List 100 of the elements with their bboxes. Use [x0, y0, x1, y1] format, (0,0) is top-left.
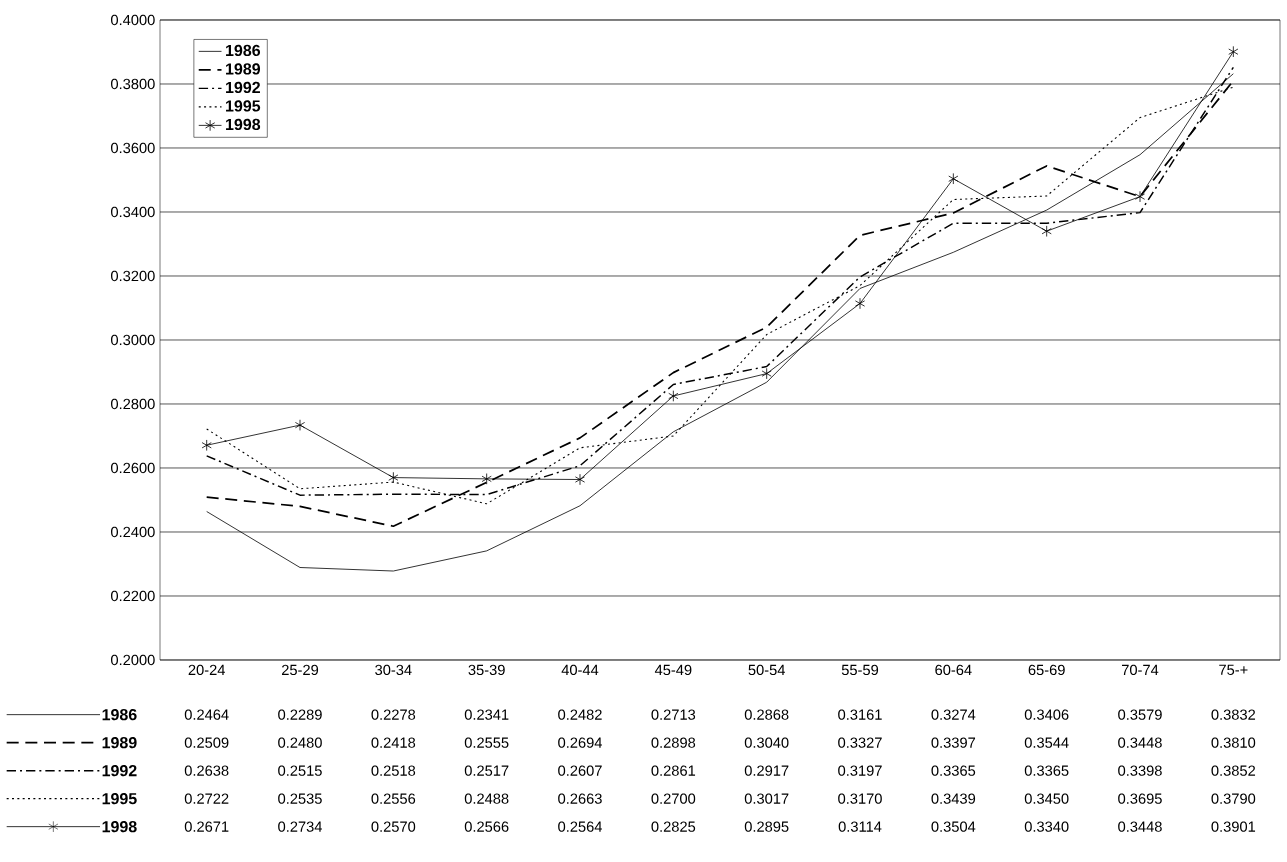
data-label: 0.2713 [651, 709, 696, 720]
data-label: 0.2515 [278, 765, 322, 776]
y-tick-label: 0.3000 [111, 334, 155, 346]
legend-label: 1995 [226, 100, 261, 112]
data-label: 0.3040 [744, 737, 789, 748]
y-tick-label: 0.3800 [111, 78, 155, 90]
data-label: 0.3448 [1118, 737, 1162, 748]
data-label: 0.2663 [558, 793, 602, 804]
data-label: 0.3504 [931, 821, 976, 832]
data-label: 0.2464 [184, 709, 229, 720]
x-tick-label: 45-49 [654, 664, 692, 676]
y-tick-label: 0.2200 [111, 590, 155, 602]
data-label: 0.2868 [744, 709, 789, 720]
y-tick-label: 0.4000 [111, 14, 155, 26]
legend-label: 1986 [226, 44, 261, 57]
data-label: 0.2638 [184, 765, 229, 776]
data-label: 0.2570 [371, 821, 416, 832]
point [854, 297, 866, 310]
data-label: 0.2509 [184, 737, 229, 748]
x-tick-label: 20-24 [188, 664, 225, 676]
legend-label: 1992 [226, 81, 260, 94]
data-label: 0.2518 [371, 765, 416, 776]
x-tick-label: 60-64 [935, 664, 972, 676]
text: 1992 [102, 764, 137, 777]
y-tick-label: 0.3400 [111, 206, 155, 218]
point [574, 473, 586, 486]
data-label: 0.3274 [931, 709, 976, 720]
y-tick-label: 0.2400 [111, 526, 155, 538]
data-label: 0.3439 [931, 793, 976, 804]
data-label: 0.2517 [464, 765, 509, 776]
x-tick-label: 65-69 [1028, 664, 1065, 676]
point [761, 367, 772, 380]
data-label: 0.3365 [1024, 765, 1069, 776]
point [948, 172, 959, 185]
x-tick-label: 40-44 [561, 664, 599, 676]
x-tick-label: 50-54 [748, 664, 785, 676]
y-tick-label: 0.2800 [111, 398, 155, 410]
data-label: 0.3579 [1118, 709, 1162, 720]
data-label: 0.2418 [371, 737, 416, 748]
data-label: 0.2566 [464, 821, 509, 832]
data-label: 0.3448 [1118, 821, 1162, 832]
data-label: 0.3197 [838, 765, 882, 776]
data-label: 0.2480 [278, 737, 322, 748]
data-label: 0.2898 [651, 737, 696, 748]
data-label: 0.3327 [838, 737, 882, 748]
data-label: 0.3161 [838, 709, 882, 720]
point [294, 419, 306, 431]
y-tick-label: 0.2000 [111, 654, 155, 666]
x-tick-label: 55-59 [841, 664, 879, 676]
data-label: 0.3398 [1118, 765, 1162, 776]
data-label: 0.3397 [931, 737, 976, 748]
point [481, 473, 492, 485]
text: 1998 [102, 820, 137, 833]
data-label: 0.2917 [744, 765, 789, 776]
data-label: 0.3852 [1211, 765, 1256, 776]
text: 1995 [102, 792, 137, 805]
data-label: 0.2556 [371, 793, 416, 804]
point [201, 439, 212, 451]
point [668, 390, 679, 402]
data-label: 0.2895 [744, 821, 789, 832]
data-label: 0.2861 [651, 765, 696, 776]
data-label: 0.3810 [1211, 737, 1256, 748]
text: 1986 [102, 708, 137, 721]
point [1041, 225, 1052, 237]
data-label: 0.3017 [744, 793, 789, 804]
data-label: 0.2825 [651, 821, 696, 832]
data-label: 0.3406 [1024, 709, 1069, 720]
point [1134, 190, 1146, 203]
data-label: 0.2482 [558, 709, 602, 720]
data-label: 0.3114 [838, 821, 882, 832]
data-label: 0.3170 [838, 793, 882, 804]
x-tick-label: 25-29 [281, 664, 319, 676]
legend-label: 1989 [226, 63, 261, 75]
data-label: 0.2671 [184, 821, 229, 832]
data-label: 0.2607 [558, 765, 602, 776]
data-label: 0.2278 [371, 709, 416, 720]
data-label: 0.2722 [184, 793, 229, 804]
data-label: 0.2700 [651, 793, 696, 804]
x-tick-label: 70-74 [1122, 664, 1159, 676]
data-label: 0.3450 [1024, 793, 1069, 804]
y-tick-label: 0.3600 [111, 142, 155, 154]
data-label: 0.2535 [278, 793, 322, 804]
point [1228, 45, 1239, 58]
legend-label: 1998 [226, 118, 261, 131]
data-label: 0.3340 [1024, 821, 1069, 832]
data-label: 0.2555 [464, 737, 509, 748]
data-label: 0.2694 [558, 737, 602, 748]
data-label: 0.3832 [1211, 709, 1256, 720]
data-label: 0.3790 [1211, 793, 1256, 804]
point [388, 471, 399, 484]
x-tick-label: 30-34 [375, 664, 412, 676]
data-label: 0.2488 [464, 793, 509, 804]
text: 1989 [102, 736, 137, 749]
data-label: 0.2341 [464, 709, 509, 720]
data-label: 0.3695 [1118, 793, 1162, 804]
y-tick-label: 0.3200 [111, 270, 155, 282]
x-tick-label: 35-39 [468, 664, 505, 676]
data-label: 0.2564 [558, 821, 602, 832]
y-tick-label: 0.2600 [111, 462, 155, 474]
data-label: 0.3365 [931, 765, 976, 776]
